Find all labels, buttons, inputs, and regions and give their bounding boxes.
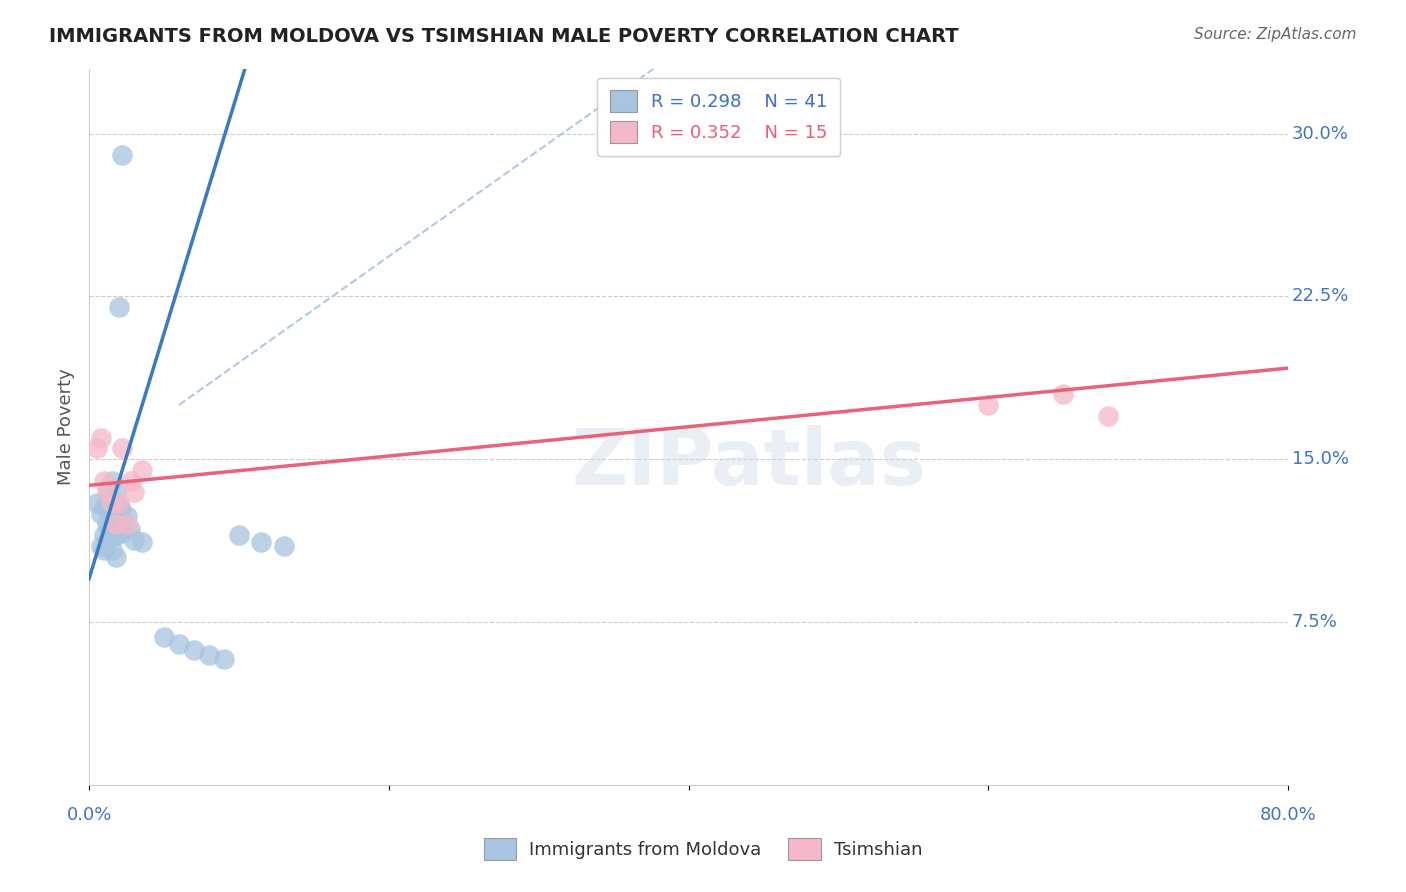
Point xyxy=(93,528,115,542)
Text: 30.0%: 30.0% xyxy=(1292,125,1348,143)
Point xyxy=(100,543,122,558)
Point xyxy=(97,522,120,536)
Text: 15.0%: 15.0% xyxy=(1292,450,1348,468)
Point xyxy=(115,508,138,523)
Point xyxy=(273,539,295,553)
Point xyxy=(111,442,134,456)
Point xyxy=(108,301,131,315)
Point xyxy=(86,496,108,510)
Point xyxy=(96,534,118,549)
Point xyxy=(93,543,115,558)
Point xyxy=(131,534,153,549)
Point xyxy=(101,496,124,510)
Text: IMMIGRANTS FROM MOLDOVA VS TSIMSHIAN MALE POVERTY CORRELATION CHART: IMMIGRANTS FROM MOLDOVA VS TSIMSHIAN MAL… xyxy=(49,27,959,45)
Point xyxy=(110,502,132,516)
Point xyxy=(122,484,145,499)
Point xyxy=(250,534,273,549)
Point xyxy=(111,526,134,541)
Legend: Immigrants from Moldova, Tsimshian: Immigrants from Moldova, Tsimshian xyxy=(470,823,936,874)
Text: Source: ZipAtlas.com: Source: ZipAtlas.com xyxy=(1194,27,1357,42)
Point xyxy=(167,637,190,651)
Point xyxy=(100,496,122,510)
Point xyxy=(108,500,131,514)
Point xyxy=(977,398,1000,412)
Point xyxy=(96,491,118,506)
Point xyxy=(153,630,176,644)
Point xyxy=(108,522,131,536)
Point xyxy=(120,474,142,488)
Point xyxy=(96,517,118,532)
Text: 80.0%: 80.0% xyxy=(1260,806,1316,824)
Text: 7.5%: 7.5% xyxy=(1292,613,1337,631)
Point xyxy=(108,511,131,525)
Point xyxy=(183,643,205,657)
Point xyxy=(100,474,122,488)
Point xyxy=(103,517,125,532)
Point xyxy=(1097,409,1119,423)
Point xyxy=(86,442,108,456)
Point xyxy=(112,515,135,529)
Point xyxy=(115,517,138,532)
Point xyxy=(90,539,112,553)
Point xyxy=(228,528,250,542)
Point xyxy=(96,484,118,499)
Point xyxy=(131,463,153,477)
Point xyxy=(1052,387,1074,401)
Point xyxy=(122,533,145,547)
Point xyxy=(93,500,115,514)
Point xyxy=(101,513,124,527)
Text: ZIPatlas: ZIPatlas xyxy=(571,425,927,500)
Point xyxy=(108,496,131,510)
Point xyxy=(90,431,112,445)
Text: 0.0%: 0.0% xyxy=(66,806,111,824)
Point xyxy=(111,148,134,162)
Point xyxy=(105,484,128,499)
Point xyxy=(100,507,122,521)
Legend: R = 0.298    N = 41, R = 0.352    N = 15: R = 0.298 N = 41, R = 0.352 N = 15 xyxy=(598,78,841,156)
Y-axis label: Male Poverty: Male Poverty xyxy=(58,368,75,485)
Point xyxy=(105,528,128,542)
Text: 22.5%: 22.5% xyxy=(1292,287,1350,305)
Point xyxy=(212,652,235,666)
Point xyxy=(93,474,115,488)
Point xyxy=(198,648,221,662)
Point xyxy=(105,517,128,532)
Point xyxy=(105,549,128,564)
Point xyxy=(90,507,112,521)
Point xyxy=(107,519,129,533)
Point xyxy=(118,522,141,536)
Point xyxy=(105,528,128,542)
